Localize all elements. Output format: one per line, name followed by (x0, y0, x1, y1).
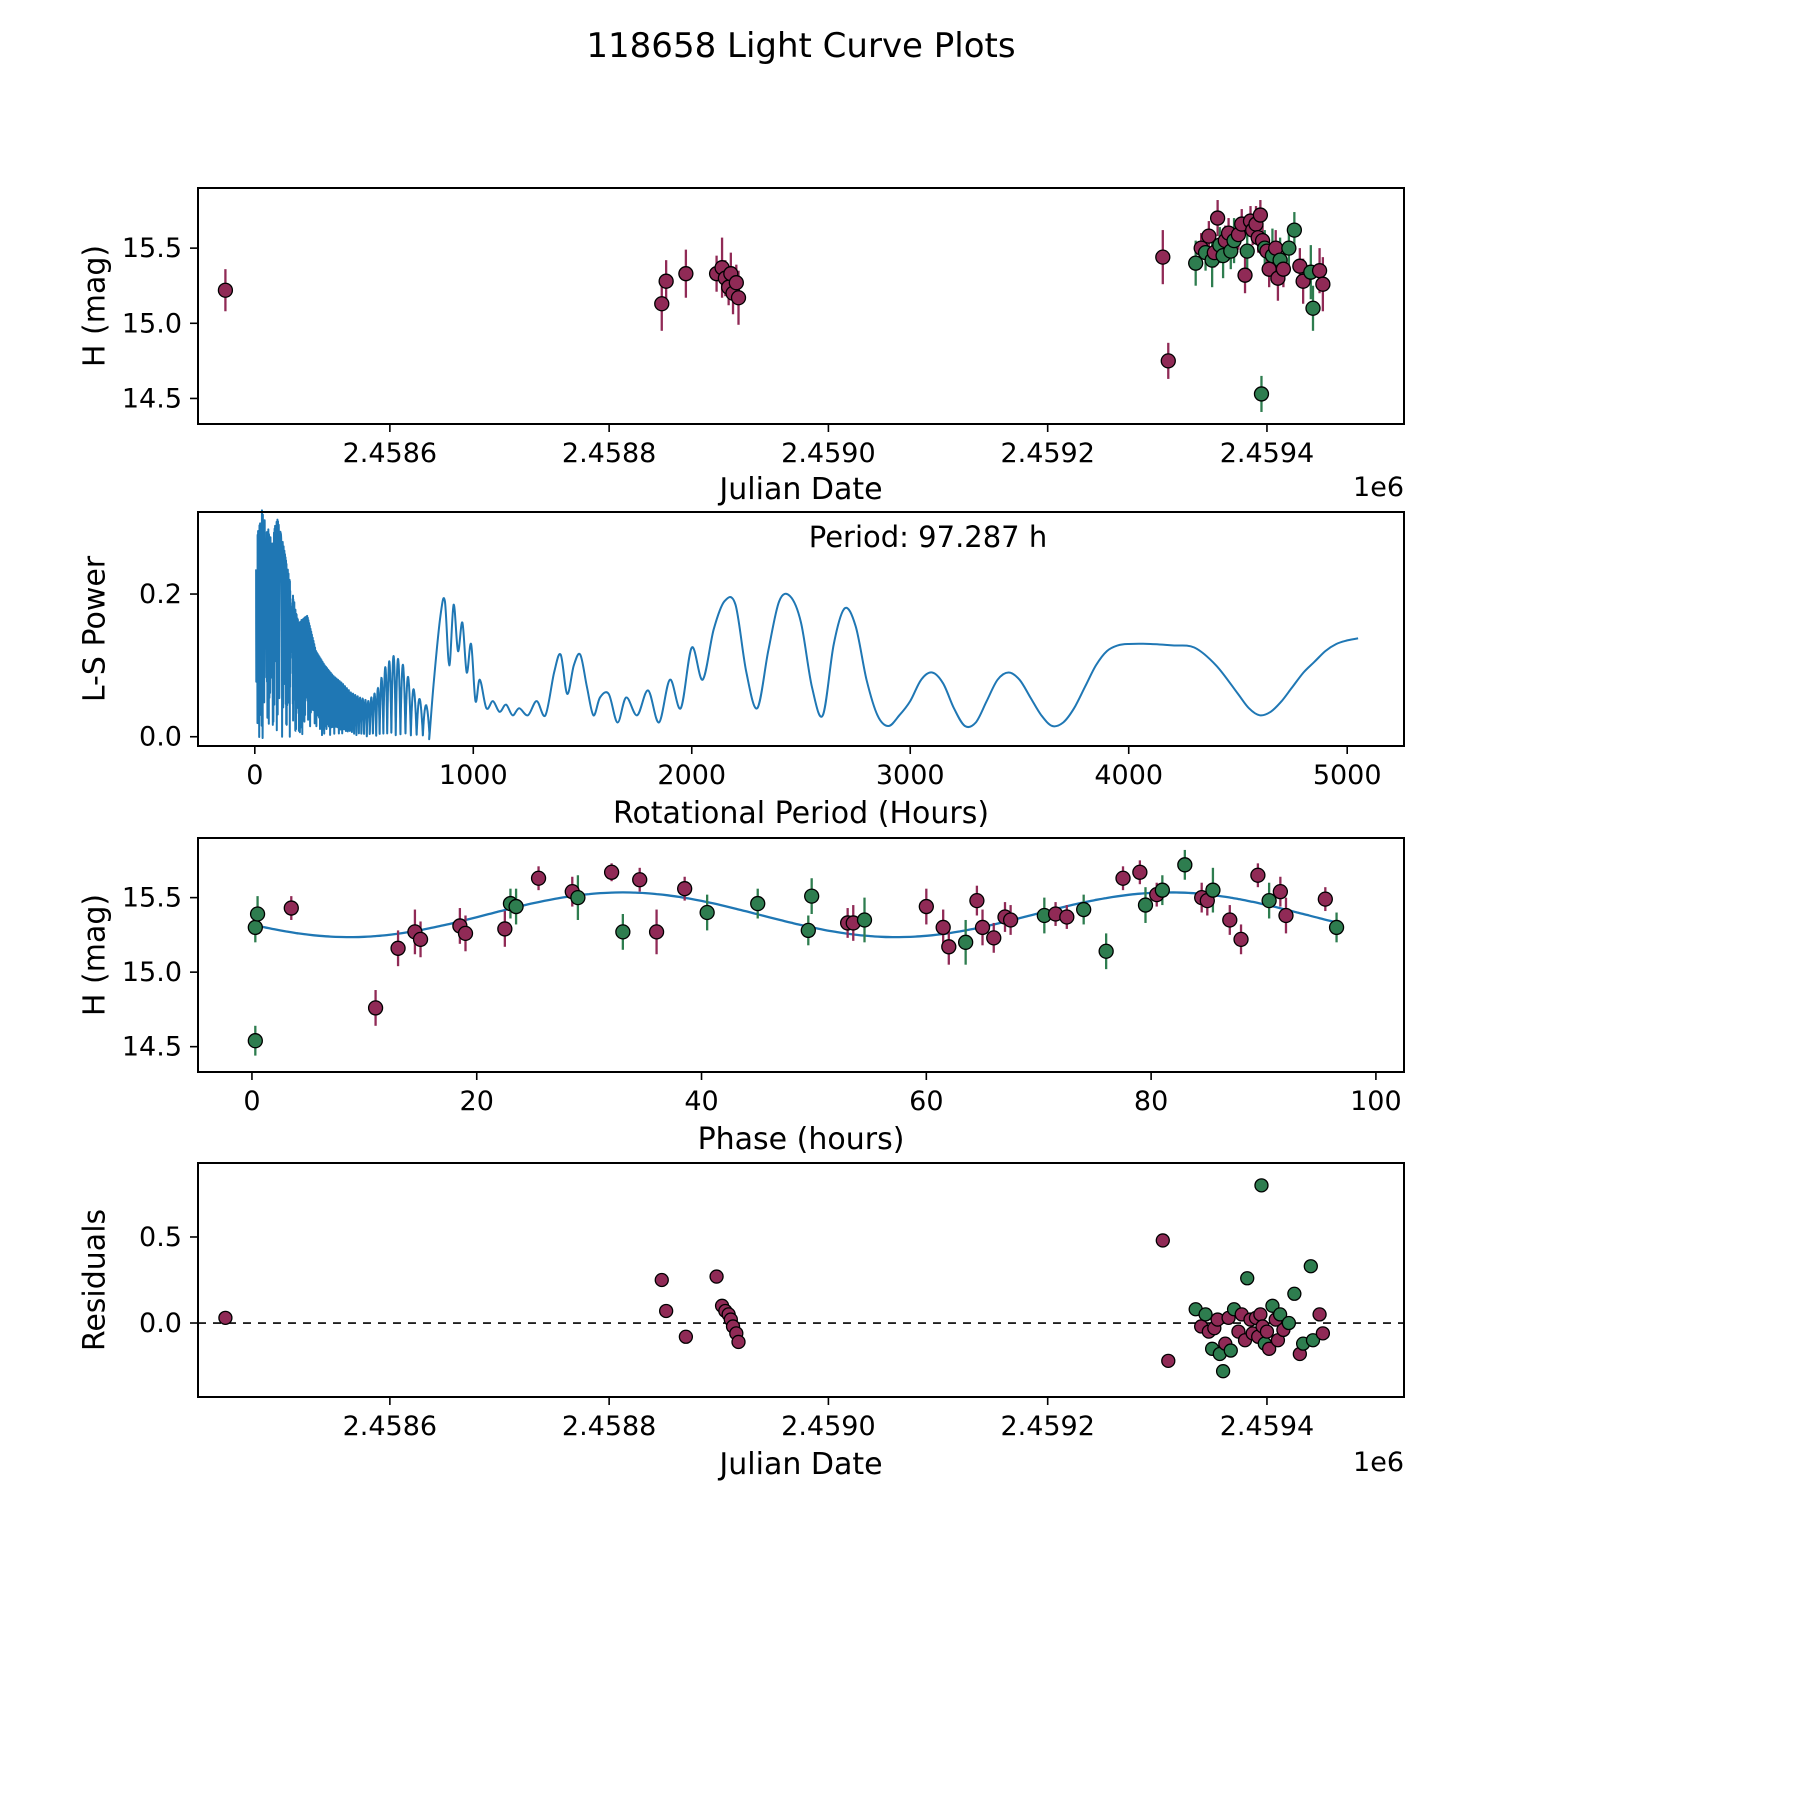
ylabel-h-mag-phase: H (mag) (77, 893, 113, 1017)
svg-text:5000: 5000 (1313, 760, 1382, 791)
svg-text:2.4586: 2.4586 (343, 1411, 437, 1442)
xlabel-rotational-period: Rotational Period (Hours) (612, 796, 990, 831)
svg-text:2.4586: 2.4586 (343, 438, 437, 469)
svg-text:2.4588: 2.4588 (562, 1411, 656, 1442)
svg-text:2000: 2000 (657, 760, 726, 791)
svg-text:2.4588: 2.4588 (562, 438, 656, 469)
svg-text:2.4594: 2.4594 (1220, 438, 1314, 469)
ylabel-h-mag-top: H (mag) (77, 244, 113, 368)
svg-text:1000: 1000 (439, 760, 508, 791)
svg-text:3000: 3000 (876, 760, 945, 791)
svg-text:40: 40 (684, 1086, 718, 1117)
chart-title: 118658 Light Curve Plots (586, 26, 1016, 66)
x-offset-bottom: 1e6 (1353, 1447, 1404, 1478)
svg-text:2.4590: 2.4590 (781, 1411, 875, 1442)
svg-text:15.5: 15.5 (122, 233, 182, 264)
svg-text:4000: 4000 (1094, 760, 1163, 791)
svg-text:14.5: 14.5 (122, 383, 182, 414)
ylabel-ls-power: L-S Power (77, 555, 113, 703)
svg-text:80: 80 (1134, 1086, 1168, 1117)
svg-text:0.2: 0.2 (139, 579, 182, 610)
x-offset-top: 1e6 (1353, 472, 1404, 503)
svg-text:15.0: 15.0 (122, 957, 182, 988)
xlabel-julian-date-top: Julian Date (719, 472, 883, 507)
ylabel-residuals: Residuals (77, 1208, 113, 1352)
xlabel-julian-date-bottom: Julian Date (719, 1447, 883, 1482)
svg-text:14.5: 14.5 (122, 1032, 182, 1063)
svg-text:2.4594: 2.4594 (1220, 1411, 1314, 1442)
svg-text:0: 0 (243, 1086, 260, 1117)
svg-text:0.0: 0.0 (139, 722, 182, 753)
xlabel-phase: Phase (hours) (697, 1122, 905, 1157)
svg-text:2.4592: 2.4592 (1000, 438, 1094, 469)
svg-text:2.4590: 2.4590 (781, 438, 875, 469)
svg-text:0.5: 0.5 (139, 1222, 182, 1253)
svg-text:0.0: 0.0 (139, 1308, 182, 1339)
svg-text:20: 20 (460, 1086, 494, 1117)
svg-text:2.4592: 2.4592 (1000, 1411, 1094, 1442)
svg-text:15.0: 15.0 (122, 308, 182, 339)
svg-text:15.5: 15.5 (122, 883, 182, 914)
period-annotation: Period: 97.287 h (808, 520, 1048, 554)
svg-text:100: 100 (1350, 1086, 1402, 1117)
svg-text:0: 0 (246, 760, 263, 791)
svg-text:60: 60 (909, 1086, 943, 1117)
